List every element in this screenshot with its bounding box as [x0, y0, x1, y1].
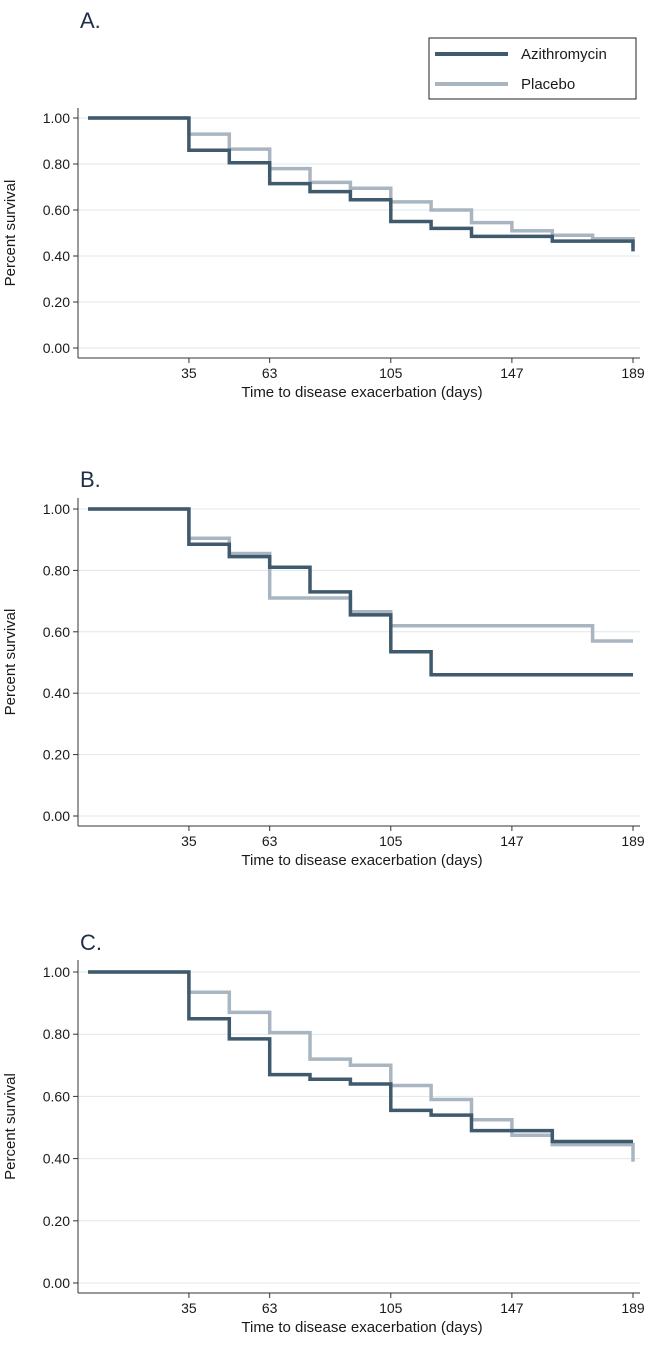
y-axis-title: Percent survival: [2, 609, 19, 716]
x-tick-label: 35: [181, 833, 197, 849]
x-tick-label: 63: [262, 1300, 278, 1316]
x-axis-title: Time to disease exacerbation (days): [241, 1319, 482, 1336]
y-tick-label: 0.60: [43, 202, 70, 218]
legend-label-azithromycin: Azithromycin: [521, 46, 607, 63]
legend-label-placebo: Placebo: [521, 76, 575, 93]
x-tick-label: 35: [181, 1300, 197, 1316]
x-tick-label: 105: [379, 1300, 403, 1316]
panel-label: B.: [80, 467, 101, 492]
x-axis-title: Time to disease exacerbation (days): [241, 384, 482, 401]
x-axis-title: Time to disease exacerbation (days): [241, 852, 482, 869]
chart-panel-a: A. 0.00 0.20 0.40 0.60 0.80 1.00 35 63 105 147 189 T…: [2, 8, 645, 401]
y-tick-label: 0.00: [43, 340, 70, 356]
y-tick-label: 0.60: [43, 624, 70, 640]
y-tick-label: 0.40: [43, 685, 70, 701]
x-tick-label: 105: [379, 833, 403, 849]
y-tick-label: 0.20: [43, 294, 70, 310]
panel-label: C.: [80, 930, 102, 955]
series-line-azithromycin: [88, 970, 633, 1144]
series-line-placebo: [88, 116, 635, 247]
y-tick-label: 0.40: [43, 248, 70, 264]
x-tick-label: 147: [500, 1300, 524, 1316]
chart-panel-b: B. 0.00 0.20 0.40 0.60 0.80 1.00 35 63 105 147 189 T…: [2, 467, 645, 869]
y-tick-label: 1.00: [43, 110, 70, 126]
x-tick-label: 63: [262, 365, 278, 381]
x-tick-label: 105: [379, 365, 403, 381]
series-line-placebo: [88, 970, 635, 1162]
y-axis-title: Percent survival: [2, 180, 19, 287]
y-axis-title: Percent survival: [2, 1073, 19, 1180]
chart-panel-c: C. 0.00 0.20 0.40 0.60 0.80 1.00 35 63 105 147 189 T…: [2, 930, 645, 1336]
x-tick-label: 189: [621, 365, 645, 381]
y-tick-label: 0.00: [43, 1275, 70, 1291]
y-tick-label: 0.20: [43, 747, 70, 763]
y-tick-label: 1.00: [43, 964, 70, 980]
legend: Azithromycin Placebo: [428, 37, 637, 100]
y-tick-label: 0.20: [43, 1213, 70, 1229]
panel-label: A.: [80, 8, 101, 33]
x-tick-label: 147: [500, 365, 524, 381]
series-line-azithromycin: [88, 116, 635, 252]
y-tick-label: 0.40: [43, 1151, 70, 1167]
x-tick-label: 147: [500, 833, 524, 849]
y-tick-label: 0.80: [43, 156, 70, 172]
x-tick-label: 63: [262, 833, 278, 849]
x-tick-label: 189: [621, 1300, 645, 1316]
legend-box: [428, 37, 637, 100]
series-line-placebo: [88, 507, 633, 643]
y-tick-label: 1.00: [43, 501, 70, 517]
y-tick-label: 0.80: [43, 1026, 70, 1042]
y-tick-label: 0.80: [43, 562, 70, 578]
x-tick-label: 189: [621, 833, 645, 849]
x-tick-label: 35: [181, 365, 197, 381]
y-tick-label: 0.00: [43, 808, 70, 824]
y-tick-label: 0.60: [43, 1088, 70, 1104]
series-line-azithromycin: [88, 507, 633, 677]
